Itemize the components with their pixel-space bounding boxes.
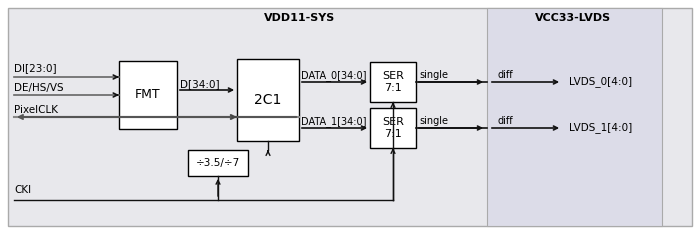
Bar — [119, 61, 177, 129]
Text: DATA_1[34:0]: DATA_1[34:0] — [301, 116, 367, 127]
Text: DE/HS/VS: DE/HS/VS — [14, 83, 64, 93]
Text: 2C1: 2C1 — [254, 93, 281, 107]
Text: PixelCLK: PixelCLK — [14, 105, 58, 115]
Text: diff: diff — [497, 70, 512, 80]
Text: diff: diff — [497, 116, 512, 126]
Text: ÷3.5/÷7: ÷3.5/÷7 — [196, 158, 240, 168]
Text: D[34:0]: D[34:0] — [180, 79, 220, 89]
Text: VDD11-SYS: VDD11-SYS — [265, 13, 335, 23]
Text: DATA_0[34:0]: DATA_0[34:0] — [301, 70, 367, 81]
Bar — [237, 59, 299, 141]
Bar — [188, 150, 248, 176]
Text: single: single — [419, 116, 448, 126]
Text: VCC33-LVDS: VCC33-LVDS — [535, 13, 611, 23]
Text: CKI: CKI — [14, 185, 31, 195]
Text: FMT: FMT — [135, 89, 161, 102]
Text: SER
7:1: SER 7:1 — [382, 71, 404, 93]
Text: LVDS_1[4:0]: LVDS_1[4:0] — [569, 122, 632, 133]
Text: single: single — [419, 70, 448, 80]
Text: DI[23:0]: DI[23:0] — [14, 63, 57, 73]
Bar — [370, 62, 416, 102]
Text: SER
7:1: SER 7:1 — [382, 117, 404, 139]
Bar — [370, 108, 416, 148]
Text: LVDS_0[4:0]: LVDS_0[4:0] — [569, 77, 632, 87]
Bar — [487, 8, 662, 226]
